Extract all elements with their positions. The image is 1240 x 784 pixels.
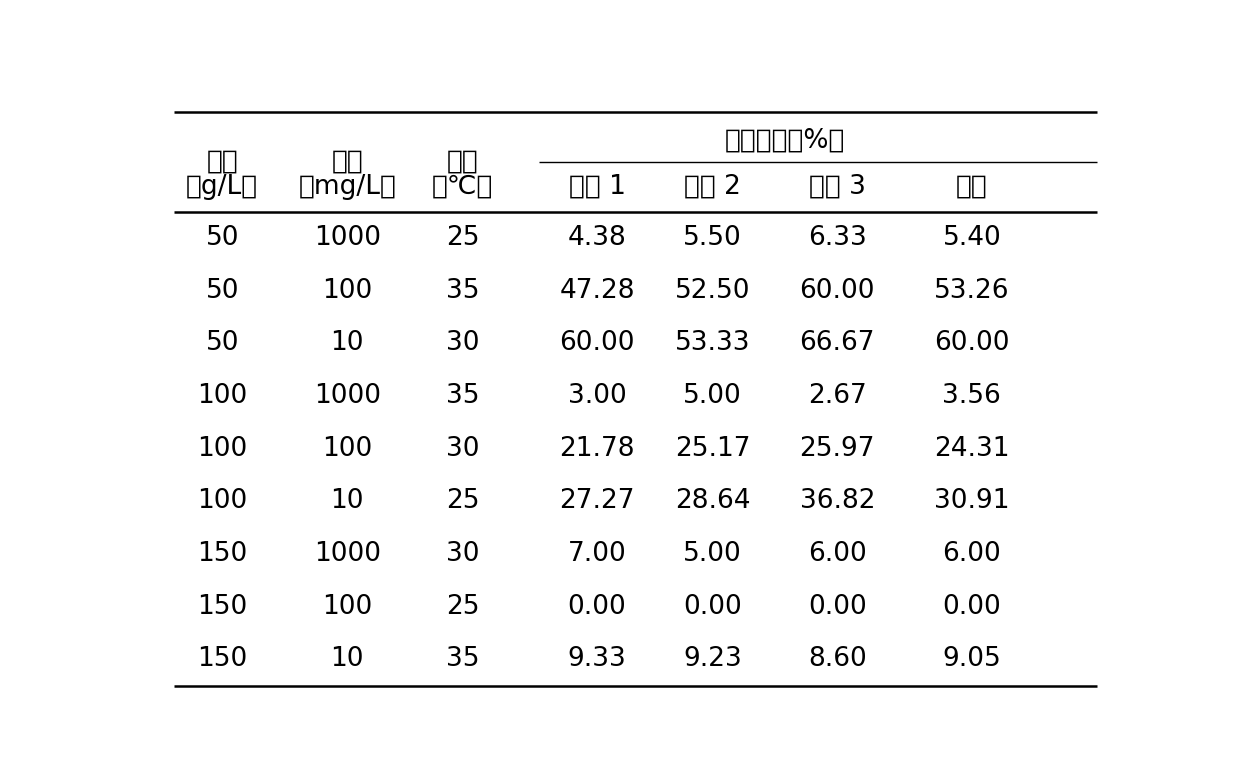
Text: 35: 35 [445, 646, 480, 673]
Text: 50: 50 [206, 330, 239, 357]
Text: 7.00: 7.00 [568, 541, 626, 567]
Text: 66.67: 66.67 [800, 330, 875, 357]
Text: 50: 50 [206, 225, 239, 251]
Text: 10: 10 [330, 330, 365, 357]
Text: 9.33: 9.33 [568, 646, 626, 673]
Text: （℃）: （℃） [432, 174, 494, 200]
Text: 4.38: 4.38 [568, 225, 626, 251]
Text: 47.28: 47.28 [559, 278, 635, 303]
Text: （mg/L）: （mg/L） [299, 174, 396, 200]
Text: 150: 150 [197, 646, 248, 673]
Text: 100: 100 [322, 278, 372, 303]
Text: 3.00: 3.00 [568, 383, 626, 409]
Text: 53.26: 53.26 [934, 278, 1009, 303]
Text: 1000: 1000 [314, 541, 381, 567]
Text: 52.50: 52.50 [675, 278, 750, 303]
Text: 24.31: 24.31 [934, 436, 1009, 462]
Text: 50: 50 [206, 278, 239, 303]
Text: 10: 10 [330, 488, 365, 514]
Text: 花粉活力（%）: 花粉活力（%） [724, 127, 844, 153]
Text: 3.56: 3.56 [942, 383, 1001, 409]
Text: 0.00: 0.00 [942, 593, 1001, 619]
Text: 100: 100 [322, 436, 372, 462]
Text: 5.00: 5.00 [683, 541, 742, 567]
Text: 1000: 1000 [314, 225, 381, 251]
Text: 实验 3: 实验 3 [808, 174, 866, 200]
Text: 53.33: 53.33 [675, 330, 750, 357]
Text: 100: 100 [322, 593, 372, 619]
Text: 5.40: 5.40 [942, 225, 1001, 251]
Text: 0.00: 0.00 [808, 593, 867, 619]
Text: 实验 1: 实验 1 [569, 174, 625, 200]
Text: 25: 25 [445, 488, 480, 514]
Text: 28.64: 28.64 [675, 488, 750, 514]
Text: 150: 150 [197, 541, 248, 567]
Text: 0.00: 0.00 [568, 593, 626, 619]
Text: 60.00: 60.00 [934, 330, 1009, 357]
Text: 1000: 1000 [314, 383, 381, 409]
Text: 30: 30 [445, 541, 480, 567]
Text: 21.78: 21.78 [559, 436, 635, 462]
Text: 30.91: 30.91 [934, 488, 1009, 514]
Text: 6.33: 6.33 [808, 225, 867, 251]
Text: 实验 2: 实验 2 [684, 174, 740, 200]
Text: 温度: 温度 [446, 149, 479, 175]
Text: 6.00: 6.00 [808, 541, 867, 567]
Text: 25.17: 25.17 [675, 436, 750, 462]
Text: 5.50: 5.50 [683, 225, 742, 251]
Text: 9.05: 9.05 [942, 646, 1001, 673]
Text: 0.00: 0.00 [683, 593, 742, 619]
Text: 8.60: 8.60 [808, 646, 867, 673]
Text: 100: 100 [197, 383, 248, 409]
Text: 60.00: 60.00 [559, 330, 635, 357]
Text: 150: 150 [197, 593, 248, 619]
Text: 10: 10 [330, 646, 365, 673]
Text: 36.82: 36.82 [800, 488, 875, 514]
Text: 平均: 平均 [956, 174, 988, 200]
Text: 100: 100 [197, 488, 248, 514]
Text: 60.00: 60.00 [800, 278, 875, 303]
Text: 6.00: 6.00 [942, 541, 1001, 567]
Text: 30: 30 [445, 330, 480, 357]
Text: 35: 35 [445, 278, 480, 303]
Text: 27.27: 27.27 [559, 488, 635, 514]
Text: 100: 100 [197, 436, 248, 462]
Text: （g/L）: （g/L） [186, 174, 258, 200]
Text: 5.00: 5.00 [683, 383, 742, 409]
Text: 蔗糖: 蔗糖 [206, 149, 238, 175]
Text: 2.67: 2.67 [808, 383, 867, 409]
Text: 硼酸: 硼酸 [331, 149, 363, 175]
Text: 25.97: 25.97 [800, 436, 875, 462]
Text: 25: 25 [445, 593, 480, 619]
Text: 35: 35 [445, 383, 480, 409]
Text: 30: 30 [445, 436, 480, 462]
Text: 9.23: 9.23 [683, 646, 742, 673]
Text: 25: 25 [445, 225, 480, 251]
